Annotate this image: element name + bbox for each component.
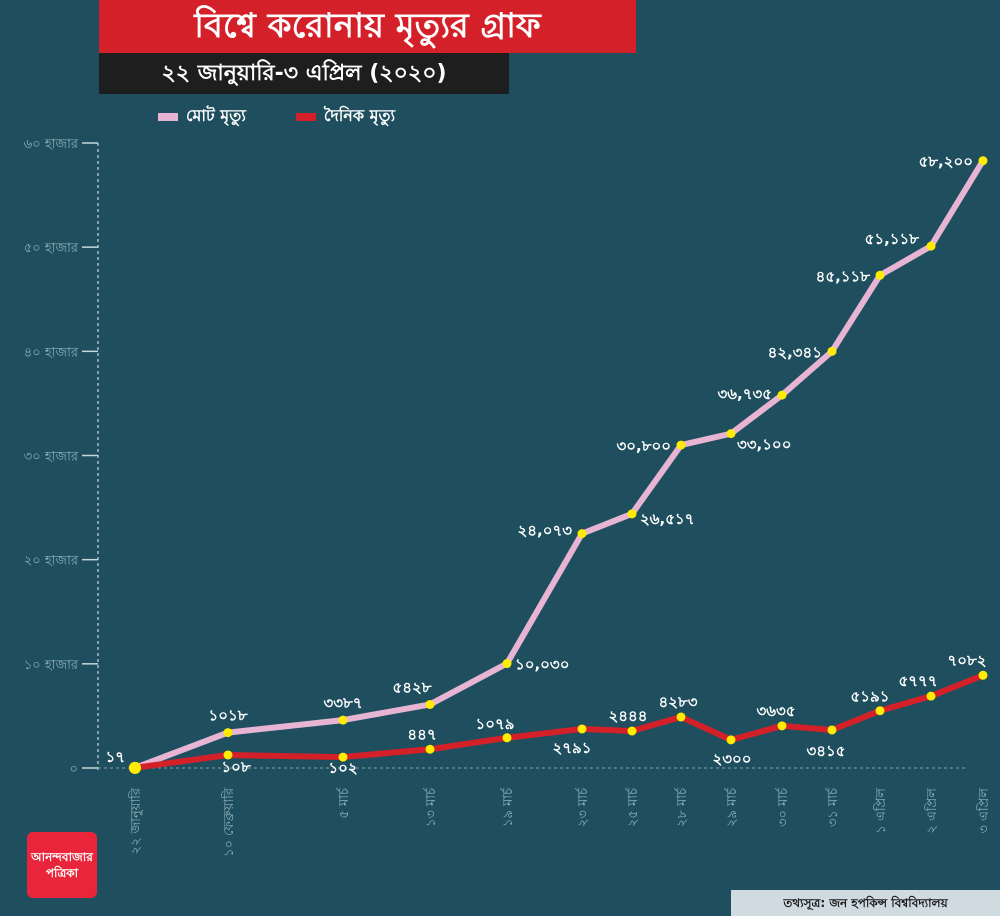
total-deaths-point xyxy=(777,390,787,400)
daily-deaths-point xyxy=(875,706,885,716)
x-tick-label: ১০ ফেব্রুয়ারি xyxy=(221,787,237,857)
y-tick-label: ২০ হাজার xyxy=(24,554,79,569)
x-tick-label: ২৮ মার্চ xyxy=(674,787,690,827)
y-tick-label: ১০ হাজার xyxy=(24,658,79,673)
daily-deaths-data-label: ১০৭৯ xyxy=(476,715,515,733)
daily-deaths-data-label: ২৪৪৪ xyxy=(609,707,648,725)
x-tick-label: ২২ জানুয়ারি xyxy=(128,787,144,854)
daily-deaths-point xyxy=(777,721,787,731)
x-tick-label: ১৯ মার্চ xyxy=(500,787,516,827)
daily-deaths-point xyxy=(338,752,348,762)
y-tick-label: ৪০ হাজার xyxy=(24,345,79,360)
total-deaths-point xyxy=(338,715,348,725)
x-tick-label: ৩০ মার্চ xyxy=(775,787,791,827)
total-deaths-point xyxy=(223,728,233,738)
legend-label-daily: দৈনিক মৃত্যু xyxy=(323,106,396,125)
total-deaths-point xyxy=(726,429,736,439)
total-deaths-point xyxy=(577,529,587,539)
x-tick-label: ২৯ মার্চ xyxy=(724,787,740,827)
legend: মোট মৃত্যু দৈনিক মৃত্যু xyxy=(158,103,395,130)
daily-deaths-data-label: ১০২ xyxy=(328,759,357,777)
daily-deaths-data-label: ৫৭৭৭ xyxy=(899,672,938,690)
daily-deaths-data-label: ৪৪৭ xyxy=(407,725,436,743)
total-deaths-data-label: ৪৫,১১৮ xyxy=(816,267,871,285)
x-tick-label: ৩ এপ্রিল xyxy=(976,788,992,834)
legend-item-daily: দৈনিক মৃত্যু xyxy=(295,103,396,130)
chart-title: বিশ্বে করোনায় মৃত্যুর গ্রাফ xyxy=(99,0,636,53)
total-deaths-data-label: ১৭ xyxy=(106,748,126,766)
total-deaths-data-label: ২৬,৫১৭ xyxy=(640,510,694,528)
daily-deaths-data-label: ৪২৮৩ xyxy=(659,693,698,711)
legend-item-total: মোট মৃত্যু xyxy=(158,103,246,130)
total-deaths-point xyxy=(627,509,637,519)
y-tick-label: ০ xyxy=(70,762,78,777)
legend-label-total: মোট মৃত্যু xyxy=(186,106,246,125)
total-deaths-point xyxy=(978,156,988,166)
legend-swatch-daily xyxy=(295,112,316,121)
source-note: তথ্যসূত্র: জন হপকিন্স বিশ্ববিদ্যালয় xyxy=(731,890,1000,916)
daily-deaths-point xyxy=(978,670,988,680)
y-tick-label: ৩০ হাজার xyxy=(24,450,79,465)
total-deaths-data-label: ৩৬,৭৩৫ xyxy=(718,385,772,403)
total-deaths-data-label: ৫৪২৮ xyxy=(393,678,432,696)
total-deaths-data-label: ৩০,৮০০ xyxy=(617,437,671,455)
daily-deaths-point xyxy=(223,750,233,760)
x-tick-label: ৩১ মার্চ xyxy=(825,787,841,827)
total-deaths-point xyxy=(875,270,885,280)
daily-deaths-data-label: ১০৮ xyxy=(221,758,250,776)
logo-line-1: আনন্দবাজার xyxy=(31,850,93,864)
total-deaths-data-label: ২৪,০৭৩ xyxy=(518,522,573,540)
total-deaths-point xyxy=(926,241,936,251)
total-deaths-data-label: ৫১,১১৮ xyxy=(865,230,920,248)
legend-swatch-total xyxy=(158,112,178,121)
daily-deaths-point xyxy=(827,725,837,735)
daily-deaths-data-label: ৫১৯১ xyxy=(851,688,890,706)
total-deaths-point xyxy=(827,346,837,356)
logo-line-2: পত্রিকা xyxy=(45,866,79,880)
daily-deaths-data-label: ২৭৯১ xyxy=(553,739,592,757)
publisher-logo: আনন্দবাজার পত্রিকা xyxy=(27,832,97,898)
total-deaths-point xyxy=(129,761,141,774)
total-deaths-data-label: ৩৩৮৭ xyxy=(324,694,363,712)
daily-deaths-data-label: ৩৪১৫ xyxy=(807,742,846,760)
daily-deaths-point xyxy=(502,733,512,743)
chart-subtitle: ২২ জানুয়ারি-৩ এপ্রিল (২০২০) xyxy=(99,53,509,94)
daily-deaths-point xyxy=(676,712,686,722)
total-deaths-point xyxy=(502,659,512,669)
total-deaths-data-label: ৩৩,১০০ xyxy=(737,436,791,454)
daily-deaths-point xyxy=(425,744,435,754)
x-tick-label: ১ এপ্রিল xyxy=(873,788,889,834)
x-tick-label: ২৩ মার্চ xyxy=(575,787,591,827)
x-tick-label: ২ এপ্রিল xyxy=(924,788,940,834)
total-deaths-data-label: ৪২,৩৪১ xyxy=(768,343,822,361)
x-tick-label: ১৩ মার্চ xyxy=(423,787,439,827)
daily-deaths-data-label: ৭০৮২ xyxy=(948,651,987,669)
total-deaths-data-label: ১০,০৩০ xyxy=(515,656,569,674)
daily-deaths-point xyxy=(627,726,637,736)
y-tick-label: ৫০ হাজার xyxy=(24,241,79,256)
total-deaths-point xyxy=(425,699,435,709)
daily-deaths-point xyxy=(577,724,587,734)
x-tick-label: ২৫ মার্চ xyxy=(625,787,641,827)
total-deaths-point xyxy=(676,440,686,450)
daily-deaths-line xyxy=(134,672,985,771)
total-deaths-line xyxy=(133,159,986,771)
x-tick-label: ৫ মার্চ xyxy=(336,787,352,819)
daily-deaths-point xyxy=(726,735,736,745)
total-deaths-data-label: ১০১৮ xyxy=(209,707,248,725)
daily-deaths-point xyxy=(926,691,936,701)
daily-deaths-data-label: ৩৬৩৫ xyxy=(757,702,796,720)
y-tick-label: ৬০ হাজার xyxy=(24,137,79,152)
total-deaths-data-label: ৫৮,২০০ xyxy=(919,153,973,171)
daily-deaths-data-label: ২৩০০ xyxy=(712,750,751,768)
